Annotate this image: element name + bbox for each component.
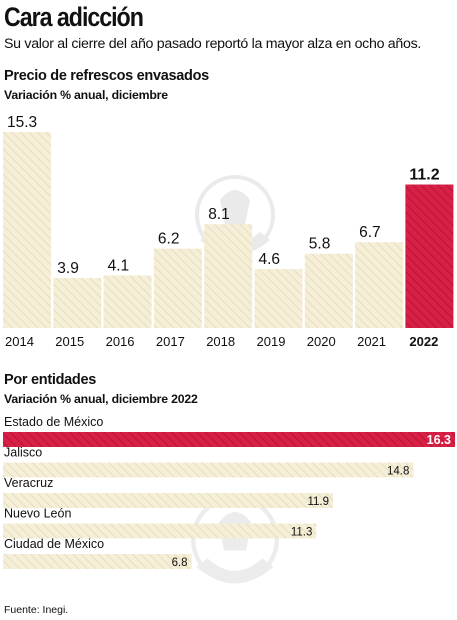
x-tick-2022: 2022 <box>409 334 438 349</box>
value-label-2015: 3.9 <box>57 260 79 277</box>
bar-2020 <box>304 253 353 328</box>
chart1-subtitle: Variación % anual, diciembre <box>4 88 168 102</box>
value-label-2014: 15.3 <box>7 114 37 131</box>
bar-2022 <box>405 184 454 328</box>
category-label: Nuevo León <box>4 507 71 521</box>
value-label-2016: 4.1 <box>108 257 130 274</box>
x-tick-2021: 2021 <box>357 334 386 349</box>
value-label: 14.8 <box>387 466 409 478</box>
source-note: Fuente: Inegi. <box>4 604 69 616</box>
bar-Jalisco <box>3 462 414 478</box>
value-label-2019: 4.6 <box>259 251 281 268</box>
value-label-2018: 8.1 <box>208 206 230 223</box>
category-label: Estado de México <box>4 415 103 429</box>
value-label-2022: 11.2 <box>409 167 439 184</box>
chart2-subtitle: Variación % anual, diciembre 2022 <box>4 392 198 406</box>
bar-Veracruz <box>3 493 333 508</box>
bar-2017 <box>153 248 202 328</box>
value-label-2020: 5.8 <box>309 236 331 253</box>
bar-Estado de México <box>3 432 455 447</box>
page-title: Cara adicción <box>4 2 144 32</box>
bar-Nuevo León <box>3 523 317 539</box>
value-label-2017: 6.2 <box>158 231 180 248</box>
chart1-title: Precio de refrescos envasados <box>4 68 209 84</box>
bar-2014 <box>3 132 51 328</box>
x-tick-2016: 2016 <box>106 334 135 349</box>
category-label: Jalisco <box>4 446 42 460</box>
value-label: 16.3 <box>427 433 451 447</box>
category-label: Ciudad de México <box>4 537 104 551</box>
page-subtitle: Su valor al cierre del año pasado report… <box>4 36 422 52</box>
value-label: 11.9 <box>307 496 329 508</box>
bar-2021 <box>355 242 404 328</box>
category-label: Veracruz <box>4 476 53 490</box>
value-label: 11.3 <box>291 527 313 539</box>
chart2-title: Por entidades <box>4 372 96 388</box>
states-bar-chart: Estado de México 16.3 Jalisco 14.8 Veracruz 1… <box>3 415 455 569</box>
value-label: 6.8 <box>172 557 188 569</box>
x-tick-2017: 2017 <box>156 334 185 349</box>
bar-2016 <box>103 275 152 328</box>
annual-variation-bar-chart: 15.3 2014 3.9 2015 4.1 2016 6.2 2017 8.1 2018 4.6 2… <box>3 114 454 349</box>
bar-2015 <box>53 278 102 328</box>
bar-Ciudad de México <box>3 554 192 569</box>
x-tick-2019: 2019 <box>257 334 286 349</box>
value-label-2021: 6.7 <box>359 224 381 241</box>
x-tick-2018: 2018 <box>206 334 235 349</box>
bar-2018 <box>204 224 253 328</box>
bar-2019 <box>254 269 303 328</box>
x-tick-2020: 2020 <box>307 334 336 349</box>
x-tick-2015: 2015 <box>55 334 84 349</box>
x-tick-2014: 2014 <box>5 334 34 349</box>
